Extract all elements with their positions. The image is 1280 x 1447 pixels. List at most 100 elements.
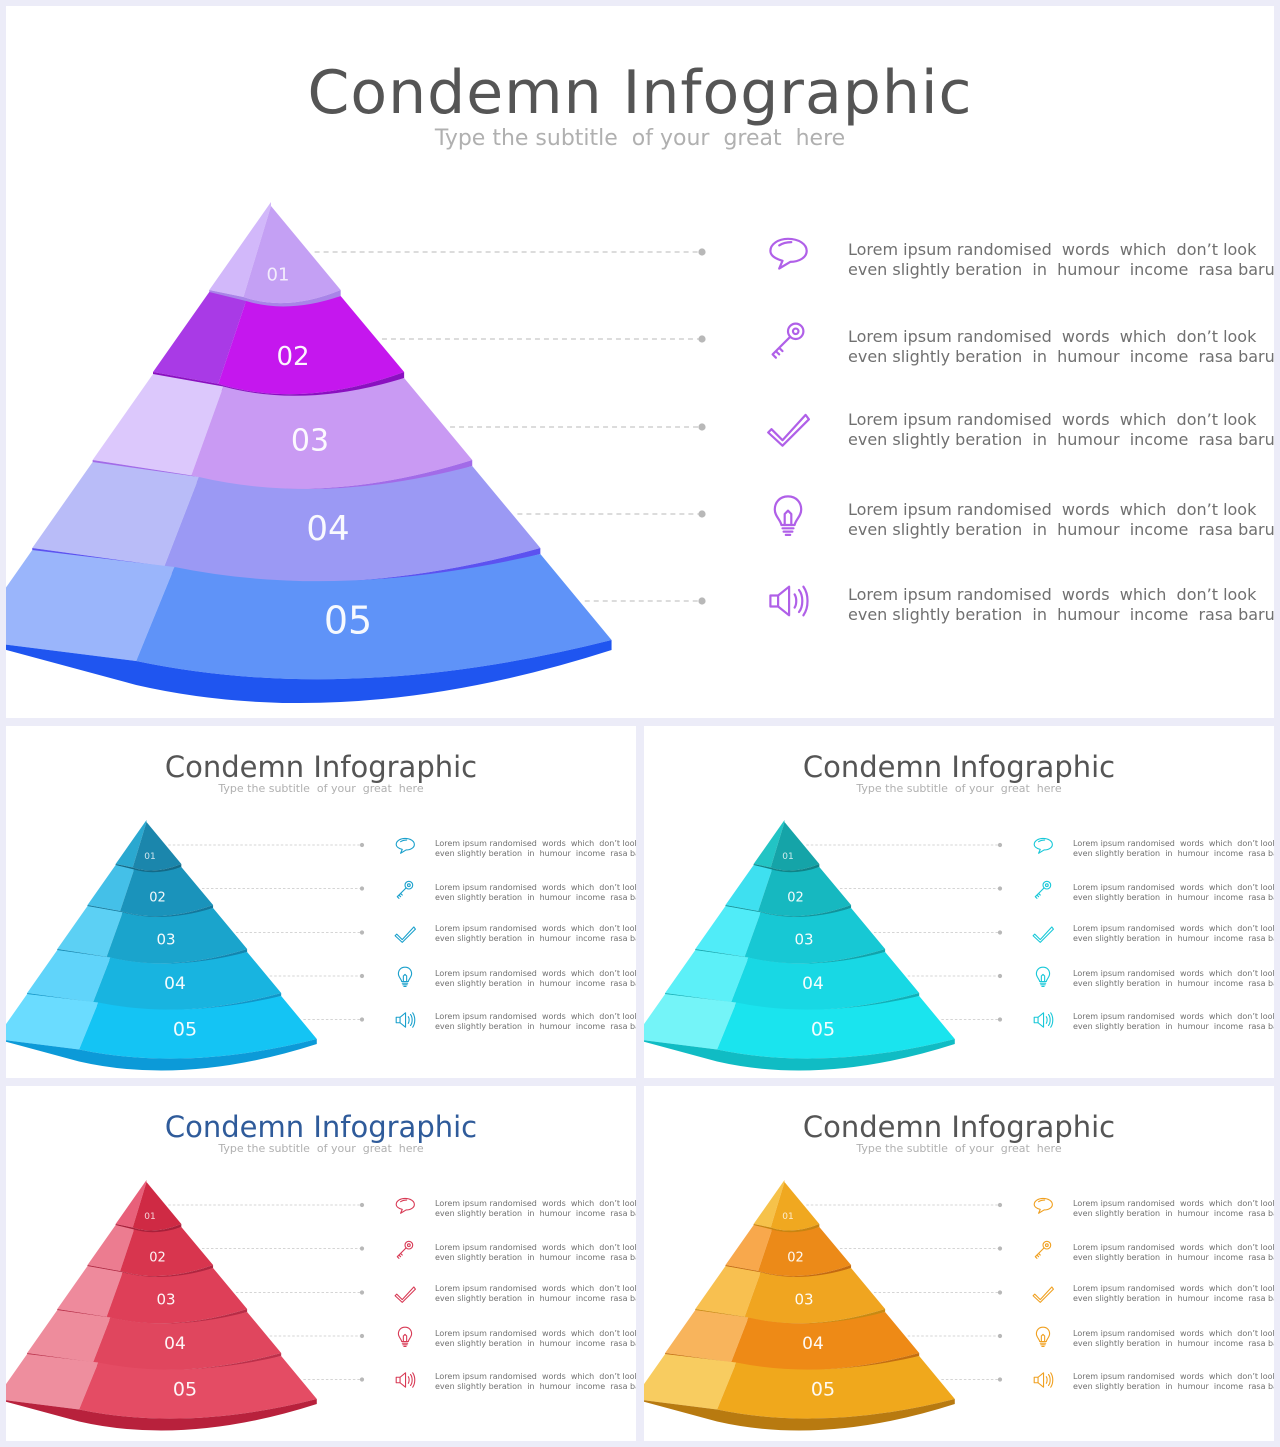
connector-dot (698, 510, 706, 518)
layer-number-label: 02 (787, 1251, 804, 1266)
speech-bubble-icon (766, 230, 810, 274)
description-line-2: even slightly beration in humour income … (435, 1339, 636, 1348)
pyramid-layer-front (243, 206, 341, 304)
pyramid-layer-front (164, 466, 541, 583)
slide-title: Condemn Infographic (164, 750, 478, 784)
slide-subtitle: Type the subtitle of your great here (856, 782, 1062, 795)
description-line-2: even slightly beration in humour income … (435, 1294, 636, 1303)
speech-bubble-icon (394, 1194, 416, 1216)
slide-2: Condemn Infographic Type the subtitle of … (6, 726, 636, 1078)
key-icon (394, 878, 416, 900)
pyramid-layer-front (79, 996, 317, 1059)
pyramid-layer-front (770, 1182, 820, 1231)
description-line-1: Lorem ipsum randomised words which don’t… (435, 1242, 636, 1252)
checkmark-icon (394, 1282, 416, 1304)
connector-dot (997, 842, 1003, 848)
pyramid-layer-5: 05 (644, 994, 955, 1071)
pyramid-layer-side (665, 950, 749, 1003)
lightbulb-icon (394, 965, 416, 987)
description-line-1: Lorem ipsum randomised words which don’t… (1073, 1011, 1274, 1021)
pyramid-layer-side (6, 550, 175, 661)
speaker-icon (394, 1009, 416, 1031)
description-line-2: even slightly beration in humour income … (848, 430, 1274, 449)
speaker-icon (394, 1369, 416, 1391)
slide-title: Condemn Infographic (164, 1110, 478, 1144)
pyramid-layer-side (153, 292, 247, 384)
pyramid-layer-front (106, 1268, 248, 1324)
slide-subtitle: Type the subtitle of your great here (856, 1142, 1062, 1155)
pyramid-layer-front (731, 952, 920, 1011)
description-line-2: even slightly beration in humour income … (1073, 1339, 1274, 1348)
connector-dot (359, 842, 365, 848)
connector-dot (997, 1202, 1003, 1208)
layer-number-label: 01 (782, 852, 793, 862)
layer-description: Lorem ipsum randomised words which don’t… (848, 410, 1274, 450)
layer-number-label: 04 (164, 974, 186, 994)
pyramid-layer-front (120, 867, 214, 917)
description-line-1: Lorem ipsum randomised words which don’t… (435, 1199, 636, 1208)
lightbulb-icon (1032, 965, 1054, 987)
layer-description: Lorem ipsum randomised words which don’t… (435, 969, 636, 989)
pyramid-layer-4: 04 (27, 950, 282, 1014)
layer-number-label: 03 (156, 1290, 175, 1308)
pyramid-layer-side (87, 865, 135, 911)
speech-bubble-icon (1032, 834, 1054, 856)
layer-number-label: 05 (811, 1019, 835, 1041)
layer-description: Lorem ipsum randomised words which don’t… (848, 327, 1274, 367)
connector-dot (997, 930, 1003, 935)
pyramid-layer-side (725, 1225, 773, 1271)
layer-number-label: 01 (144, 852, 155, 862)
pyramid-layer-1: 01 (115, 1180, 182, 1234)
checkmark-icon (1032, 1282, 1054, 1304)
pyramid-layer-1: 01 (753, 1180, 820, 1234)
pyramid-layer-rim (644, 1399, 955, 1431)
layer-number-label: 03 (794, 930, 813, 948)
description-line-2: even slightly beration in humour income … (1073, 1381, 1274, 1391)
pyramid-layer-front (758, 1227, 852, 1277)
pyramid-layer-front (79, 1356, 317, 1419)
pyramid-layer-front (770, 822, 820, 871)
description-line-1: Lorem ipsum randomised words which don’t… (848, 327, 1257, 346)
layer-description: Lorem ipsum randomised words which don’t… (1073, 1329, 1274, 1349)
layer-description: Lorem ipsum randomised words which don’t… (848, 500, 1274, 540)
pyramid-layer-rim (115, 1224, 182, 1234)
speaker-icon (766, 579, 810, 623)
pyramid-layer-side (115, 1180, 147, 1228)
layer-number-label: 05 (173, 1019, 197, 1041)
pyramid-layer-2: 02 (725, 865, 852, 920)
description-line-2: even slightly beration in humour income … (1073, 1209, 1274, 1218)
connector-dot (997, 1333, 1003, 1339)
description-line-2: even slightly beration in humour income … (435, 892, 636, 902)
key-icon (1032, 1238, 1054, 1260)
pyramid-layer-side (644, 994, 737, 1050)
description-line-2: even slightly beration in humour income … (435, 1252, 636, 1262)
pyramid-layer-5: 05 (6, 994, 317, 1071)
connector-dot (359, 930, 365, 935)
description-line-1: Lorem ipsum randomised words which don’t… (1073, 1199, 1274, 1208)
description-line-2: even slightly beration in humour income … (1073, 892, 1274, 902)
layer-description: Lorem ipsum randomised words which don’t… (435, 1372, 636, 1392)
description-line-1: Lorem ipsum randomised words which don’t… (435, 1329, 636, 1338)
description-line-1: Lorem ipsum randomised words which don’t… (1073, 1284, 1274, 1293)
description-line-2: even slightly beration in humour income … (435, 1381, 636, 1391)
description-line-2: even slightly beration in humour income … (435, 849, 636, 858)
layer-description: Lorem ipsum randomised words which don’t… (435, 924, 636, 944)
pyramid-layer-front (744, 1268, 886, 1324)
description-line-2: even slightly beration in humour income … (1073, 934, 1274, 943)
pyramid-layer-front (132, 822, 182, 871)
pyramid-layer-side (6, 994, 99, 1050)
pyramid-layer-side (725, 865, 773, 911)
layer-number-label: 02 (149, 891, 166, 906)
layer-number-label: 05 (811, 1379, 835, 1401)
layer-number-label: 04 (802, 974, 824, 994)
pyramid-layer-rim (753, 1224, 820, 1234)
pyramid-diagram: 01 02 03 04 05 (644, 820, 1003, 1071)
pyramid-layer-side (27, 950, 111, 1003)
slide-3: Condemn Infographic Type the subtitle of … (644, 726, 1274, 1078)
description-line-2: even slightly beration in humour income … (435, 979, 636, 988)
speech-bubble-icon (394, 834, 416, 856)
connector-dot (997, 1017, 1003, 1022)
description-line-2: even slightly beration in humour income … (1073, 1294, 1274, 1303)
description-line-1: Lorem ipsum randomised words which don’t… (1073, 839, 1274, 848)
connector-dot (359, 973, 365, 979)
